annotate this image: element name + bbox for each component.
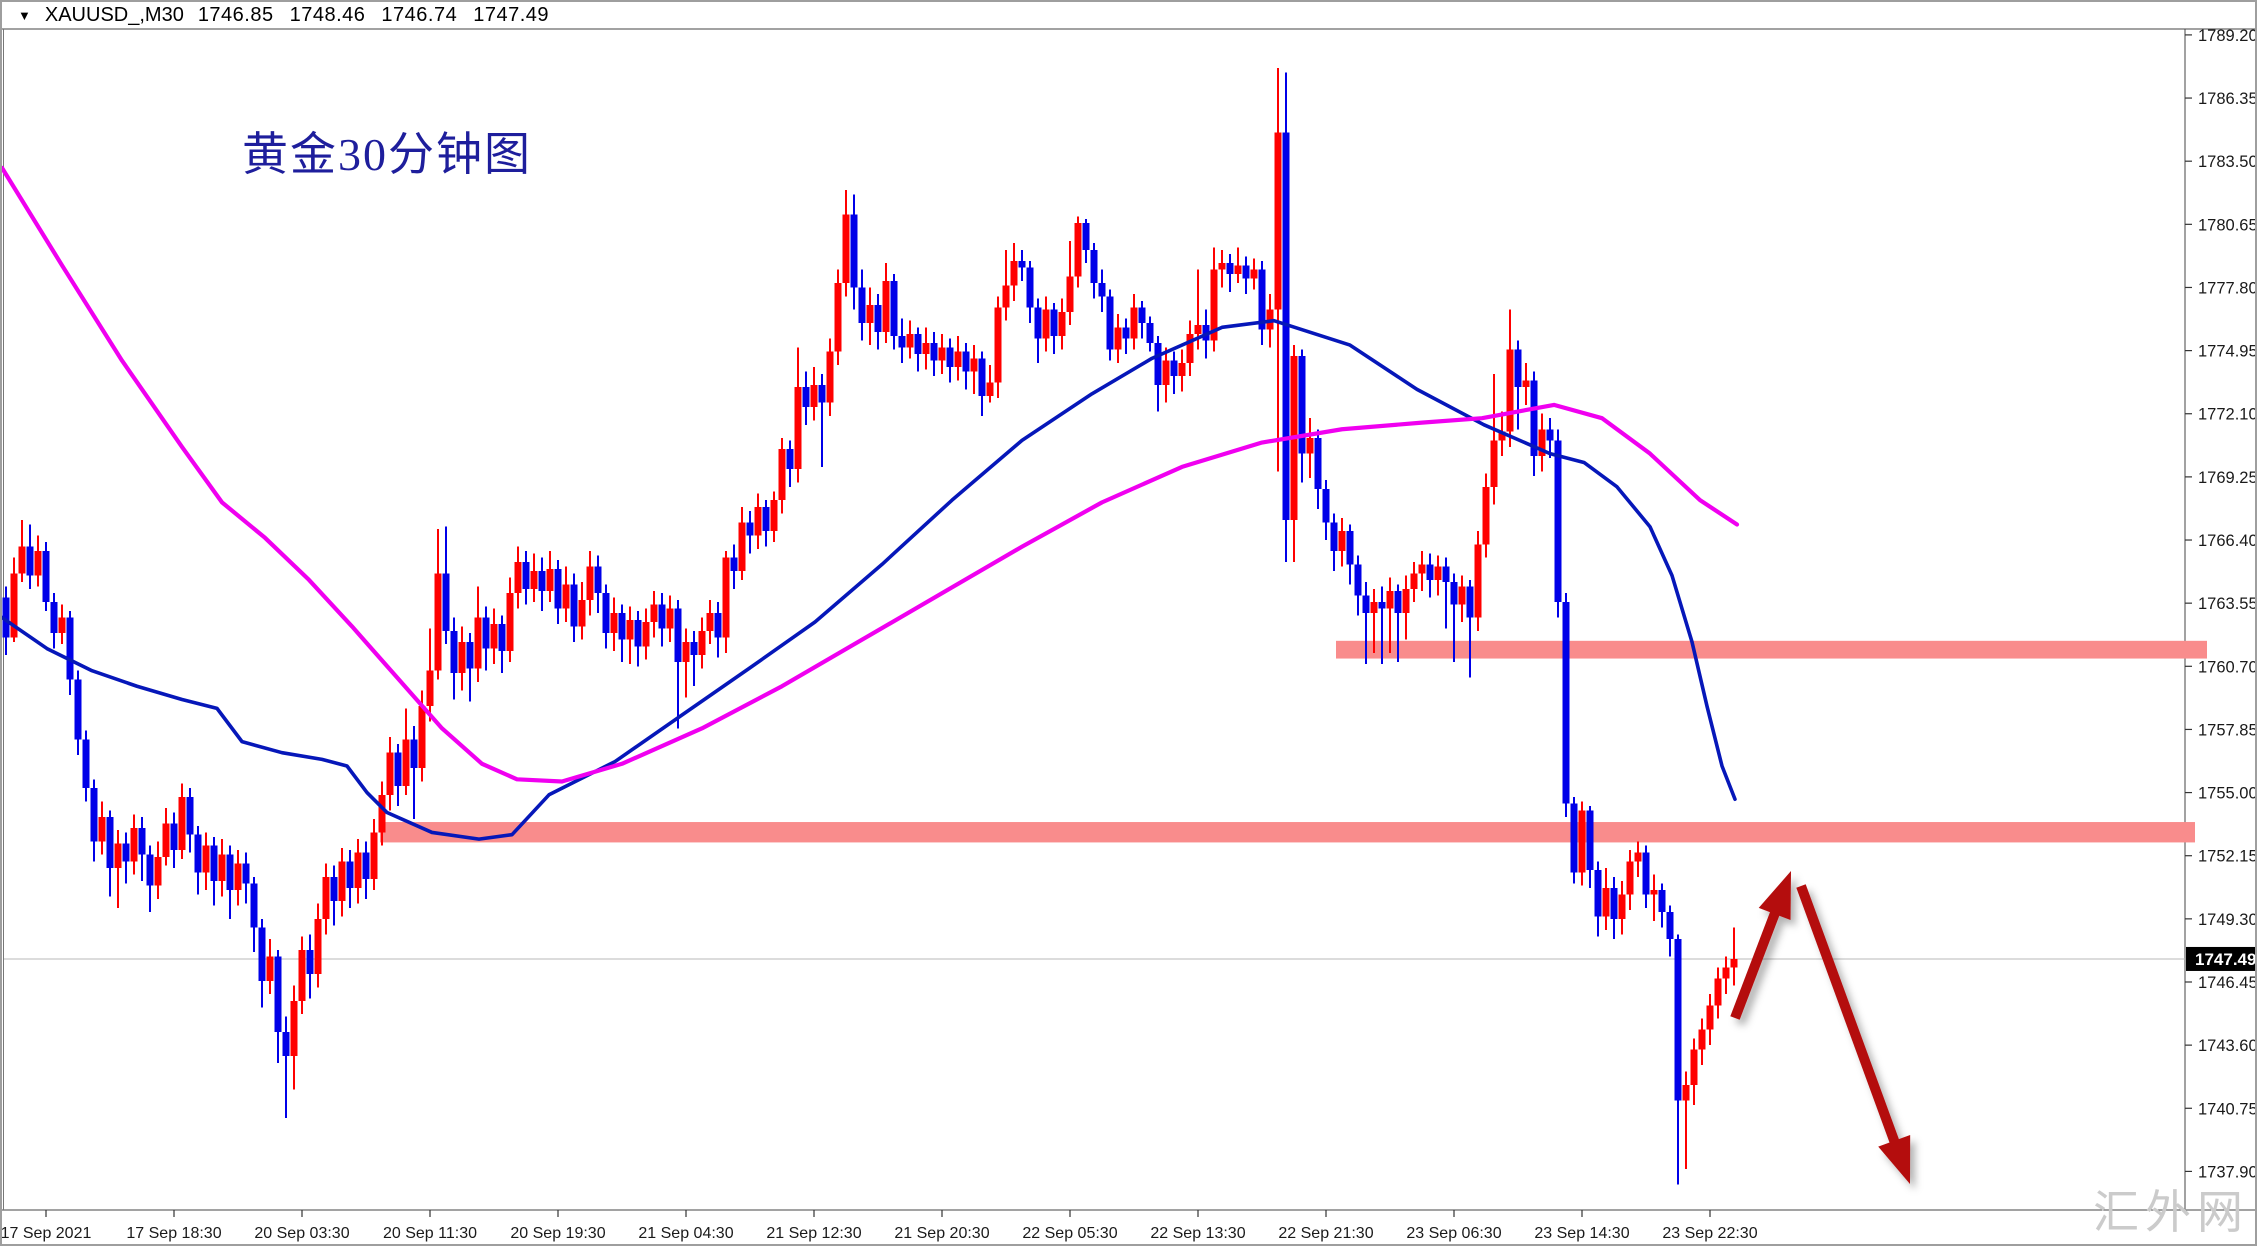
time-axis: 17 Sep 2021 17 Sep 18:30 20 Sep 03:30 20 Se… [2, 1210, 1758, 1242]
price-tick-label: 1757.85 [2198, 721, 2257, 739]
price-tick-label: 1769.25 [2198, 469, 2257, 487]
zone-resistance-upper [1336, 640, 2207, 659]
current-price-label: 1747.49 [2186, 946, 2256, 971]
time-tick-label: 23 Sep 22:30 [1662, 1225, 1757, 1242]
time-tick-label: 20 Sep 11:30 [383, 1225, 477, 1242]
time-tick-label: 21 Sep 04:30 [638, 1225, 733, 1242]
price-tick-label: 1755.00 [2198, 785, 2257, 803]
moving-average-fast [2, 318, 1737, 841]
arrow-projected-up-leg [1730, 871, 1791, 1020]
price-tick-label: 1774.95 [2198, 343, 2257, 361]
price-tick-label: 1766.40 [2198, 532, 2257, 550]
price-tick-label: 1740.75 [2198, 1100, 2257, 1118]
time-tick-label: 20 Sep 19:30 [510, 1225, 605, 1242]
price-tick-label: 1772.10 [2198, 406, 2257, 424]
symbol-timeframe-label: XAUUSD_,M30 [44, 4, 184, 26]
symbol-dropdown-icon[interactable]: ▼ [18, 8, 31, 23]
quote-high: 1748.46 [289, 4, 366, 26]
price-axis: 1789.20 1786.35 1783.50 1780.65 1777.80 1774.… [2185, 27, 2257, 1181]
time-tick-label: 22 Sep 13:30 [1150, 1225, 1245, 1242]
time-tick-label: 22 Sep 05:30 [1022, 1225, 1117, 1242]
price-tick-label: 1789.20 [2198, 27, 2257, 45]
price-tick-label: 1783.50 [2198, 153, 2257, 171]
time-tick-label: 17 Sep 18:30 [126, 1225, 221, 1242]
time-tick-label: 23 Sep 14:30 [1534, 1225, 1629, 1242]
svg-text:1747.49: 1747.49 [2195, 950, 2256, 969]
time-tick-label: 21 Sep 12:30 [766, 1225, 861, 1242]
time-tick-label: 20 Sep 03:30 [254, 1225, 349, 1242]
quote-low: 1746.74 [381, 4, 458, 26]
price-tick-label: 1749.30 [2198, 911, 2257, 929]
price-tick-label: 1760.70 [2198, 658, 2257, 676]
quote-open: 1746.85 [197, 4, 274, 26]
arrow-projected-down-leg [1796, 884, 1911, 1184]
price-tick-label: 1763.55 [2198, 595, 2257, 613]
quote-close: 1747.49 [473, 4, 549, 26]
price-tick-label: 1752.15 [2198, 848, 2257, 866]
chart-frame [2, 28, 2255, 1211]
time-tick-label: 17 Sep 2021 [2, 1225, 91, 1242]
resistance-zones [380, 640, 2207, 843]
time-tick-label: 23 Sep 06:30 [1406, 1225, 1501, 1242]
price-tick-label: 1786.35 [2198, 90, 2257, 108]
zone-resistance-lower [380, 822, 2195, 843]
candles [2, 68, 1738, 1185]
annotation-title: 黄金30分钟图 [242, 129, 532, 180]
price-tick-label: 1746.45 [2198, 974, 2257, 992]
price-tick-label: 1737.90 [2198, 1163, 2257, 1181]
price-tick-label: 1743.60 [2198, 1037, 2257, 1055]
price-tick-label: 1777.80 [2198, 279, 2257, 297]
watermark: 汇外网 [2093, 1186, 2249, 1238]
moving-average-slow [2, 165, 1740, 784]
price-tick-label: 1780.65 [2198, 216, 2257, 234]
time-tick-label: 22 Sep 21:30 [1278, 1225, 1373, 1242]
quote-bar: ▼ XAUUSD_,M30 1746.85 1748.46 1746.74 17… [2, 2, 2255, 29]
time-tick-label: 21 Sep 20:30 [894, 1225, 989, 1242]
